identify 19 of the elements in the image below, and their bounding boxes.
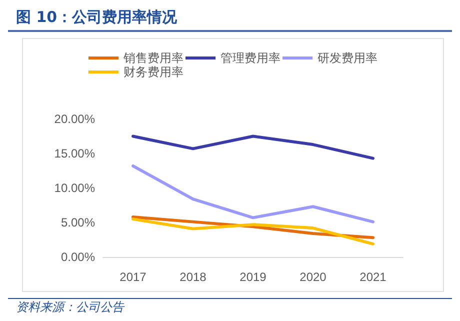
y-tick-label: 10.00%: [54, 181, 96, 195]
line-series: [132, 134, 374, 160]
x-tick-label: 2020: [300, 270, 327, 284]
y-tick-label: 0.00%: [60, 250, 96, 264]
text: 资料来源：公司公告: [16, 299, 126, 316]
legend-label: 销售费用率: [122, 51, 184, 65]
line-series: [132, 164, 374, 224]
legend-label: 财务费用率: [124, 65, 184, 79]
y-tick-label: 15.00%: [54, 146, 96, 160]
y-tick-label: 20.00%: [54, 112, 96, 126]
x-tick-label: 2019: [240, 270, 267, 284]
line-series: [132, 218, 374, 246]
legend-label: 研发费用率: [318, 51, 378, 65]
y-tick-label: 5.00%: [60, 216, 96, 230]
legend-label: 管理费用率: [220, 51, 280, 65]
x-tick-label: 2021: [360, 270, 387, 284]
x-tick-label: 2017: [120, 270, 147, 284]
x-tick-label: 2018: [180, 270, 207, 284]
chart-title: 图 10：公司费用率情况: [8, 8, 452, 32]
